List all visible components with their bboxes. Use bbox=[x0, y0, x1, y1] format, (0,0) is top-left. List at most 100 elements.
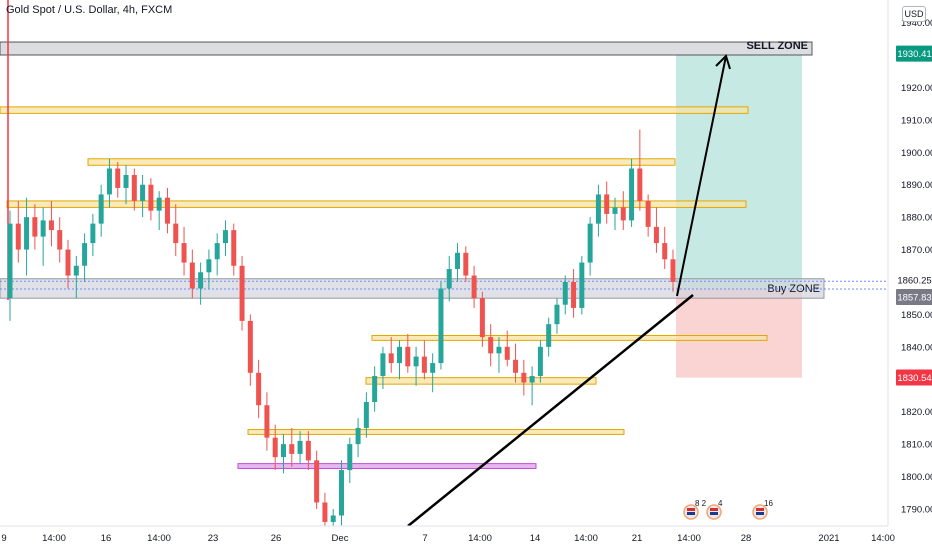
candle bbox=[73, 265, 79, 276]
candle bbox=[339, 470, 344, 516]
candle bbox=[446, 269, 452, 289]
candle bbox=[305, 440, 311, 461]
candle bbox=[562, 282, 568, 305]
y-tick-label: 1810.00 bbox=[901, 440, 932, 451]
x-tick-label: 7 bbox=[422, 533, 427, 544]
y-tick-label: 1790.00 bbox=[901, 505, 932, 516]
candle bbox=[463, 252, 469, 276]
candle bbox=[181, 243, 187, 263]
candle bbox=[637, 168, 643, 201]
candle bbox=[372, 376, 378, 402]
candle bbox=[48, 220, 54, 231]
y-tick-label: 1840.00 bbox=[901, 342, 932, 353]
candle bbox=[264, 405, 270, 438]
candle bbox=[115, 168, 121, 188]
candle bbox=[24, 217, 30, 250]
candle bbox=[98, 194, 104, 224]
candle bbox=[488, 337, 494, 354]
x-tick-label: 14:00 bbox=[468, 533, 492, 544]
x-tick-label: 21 bbox=[632, 533, 643, 544]
candle bbox=[604, 194, 610, 214]
candle bbox=[32, 217, 38, 237]
candle bbox=[148, 184, 154, 211]
candle bbox=[297, 440, 303, 454]
projection-arrow bbox=[676, 55, 727, 297]
candle bbox=[40, 220, 46, 237]
candle bbox=[521, 372, 527, 383]
stop-price-tag bbox=[896, 369, 932, 386]
x-tick-label: 14:00 bbox=[871, 533, 895, 544]
candle bbox=[239, 265, 245, 321]
flag-stripe bbox=[687, 512, 695, 515]
resistance-box bbox=[87, 158, 676, 166]
event-count: 8 2 bbox=[695, 499, 707, 508]
candle bbox=[173, 223, 179, 244]
candle bbox=[662, 243, 668, 260]
candle bbox=[156, 197, 162, 211]
candle bbox=[612, 207, 618, 214]
flag-stripe bbox=[710, 512, 718, 515]
x-tick-label: 2021 bbox=[818, 533, 839, 544]
chart-title: Gold Spot / U.S. Dollar, 4h, FXCM bbox=[6, 4, 173, 16]
last-price-label: 1860.25 bbox=[897, 276, 931, 287]
candle bbox=[363, 401, 369, 428]
candle bbox=[280, 444, 286, 458]
y-tick-label: 1800.00 bbox=[901, 472, 932, 483]
candle bbox=[438, 288, 444, 364]
candle bbox=[272, 437, 278, 458]
event-flag: 16 bbox=[752, 499, 773, 520]
sell-zone-rect bbox=[0, 41, 813, 56]
flag-stripe bbox=[756, 512, 764, 515]
y-tick-label: 1820.00 bbox=[901, 407, 932, 418]
candle bbox=[587, 223, 593, 263]
candle bbox=[347, 444, 353, 471]
y-tick-label: 1850.00 bbox=[901, 310, 932, 321]
candle bbox=[380, 353, 386, 377]
resistance-box bbox=[247, 429, 625, 435]
x-tick-label: 28 bbox=[741, 533, 752, 544]
candle bbox=[513, 359, 519, 373]
candle bbox=[355, 427, 361, 445]
last-price-tag bbox=[896, 272, 932, 289]
candle bbox=[222, 230, 228, 244]
candle bbox=[7, 223, 13, 299]
candle bbox=[595, 194, 601, 224]
candle bbox=[247, 320, 253, 373]
x-tick-label: 14 bbox=[530, 533, 541, 544]
x-tick-label: 14:00 bbox=[147, 533, 171, 544]
y-tick-label: 1870.00 bbox=[901, 245, 932, 256]
flag-stripe bbox=[710, 508, 718, 511]
event-count: 16 bbox=[764, 499, 773, 508]
arrow-head bbox=[715, 54, 731, 70]
candle bbox=[82, 243, 88, 266]
stop-price-label: 1830.54 bbox=[897, 373, 931, 384]
time-axis bbox=[0, 526, 888, 550]
candle bbox=[289, 444, 295, 454]
candles bbox=[7, 129, 676, 535]
candle bbox=[430, 363, 436, 373]
candle bbox=[314, 460, 320, 503]
candle bbox=[421, 356, 427, 373]
x-tick-label: Dec bbox=[332, 533, 349, 544]
x-tick-label: 23 bbox=[208, 533, 219, 544]
event-flag: 8 2 bbox=[683, 499, 707, 520]
event-count: 4 bbox=[718, 499, 723, 508]
target-zone-box bbox=[676, 51, 802, 289]
candle bbox=[571, 282, 577, 308]
candle bbox=[57, 230, 63, 250]
flag-stripe bbox=[687, 508, 695, 511]
candle bbox=[579, 262, 585, 308]
candle bbox=[413, 356, 419, 367]
candle bbox=[620, 207, 626, 221]
candle bbox=[529, 376, 535, 383]
x-tick-label: 14:00 bbox=[574, 533, 598, 544]
candle bbox=[546, 324, 552, 347]
currency-badge[interactable]: USD bbox=[902, 6, 926, 22]
candle bbox=[123, 174, 129, 188]
candle bbox=[164, 197, 170, 224]
resistance-box bbox=[365, 377, 597, 385]
sell-target-price-tag bbox=[896, 45, 932, 62]
candle bbox=[479, 298, 485, 338]
